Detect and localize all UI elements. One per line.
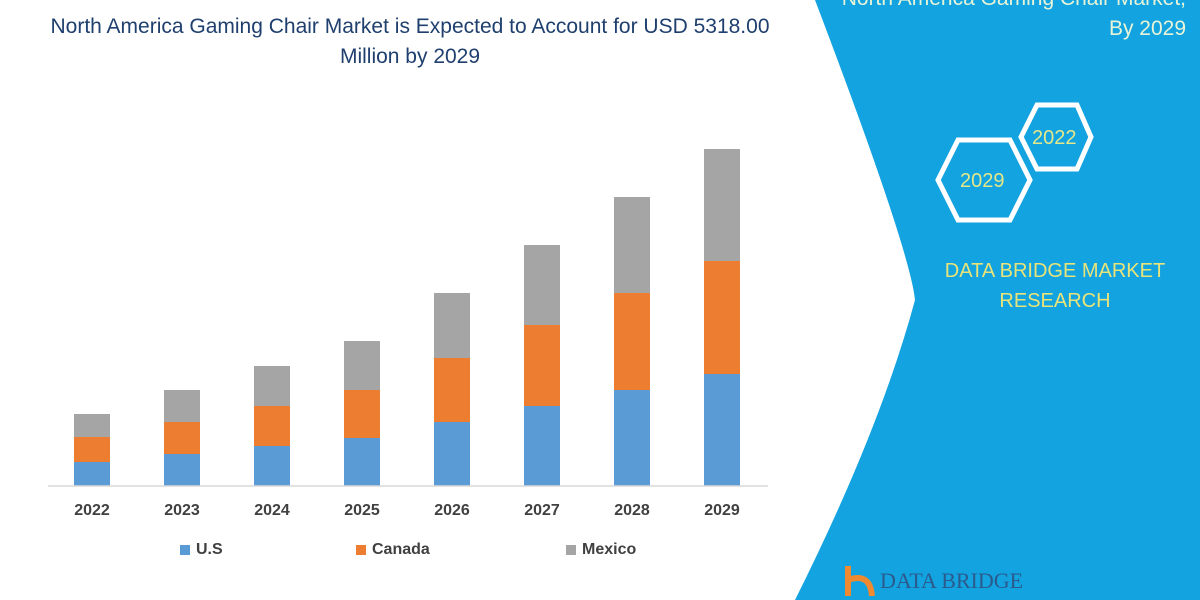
- legend-swatch: [180, 545, 190, 555]
- x-tick-label: 2026: [434, 502, 470, 519]
- bar-mexico-2027: [524, 245, 560, 325]
- hexagon-2022: [1018, 102, 1094, 172]
- hexagon-2029: [935, 137, 1033, 223]
- bar-mexico-2026: [434, 293, 470, 358]
- bar-us-2027: [524, 406, 560, 486]
- bar-us-2023: [164, 454, 200, 486]
- bar-us-2028: [614, 390, 650, 486]
- bar-mexico-2023: [164, 390, 200, 422]
- chart-title: North America Gaming Chair Market is Exp…: [50, 15, 770, 68]
- legend-item-canada: Canada: [356, 541, 430, 559]
- bar-mexico-2029: [704, 149, 740, 261]
- x-tick-label: 2028: [614, 502, 650, 519]
- side-panel: [795, 0, 1200, 600]
- legend-swatch: [566, 545, 576, 555]
- logo-icon: [845, 566, 875, 597]
- bar-mexico-2025: [344, 341, 380, 390]
- logo-text: DATA BRIDGE: [880, 568, 1024, 593]
- x-tick-label: 2023: [164, 502, 200, 519]
- bar-us-2022: [74, 462, 110, 486]
- bar-us-2024: [254, 446, 290, 486]
- x-tick-label: 2025: [344, 502, 380, 519]
- bar-canada-2028: [614, 293, 650, 390]
- bar-canada-2027: [524, 325, 560, 406]
- bar-mexico-2024: [254, 366, 290, 406]
- x-tick-label: 2024: [254, 502, 290, 519]
- bar-us-2029: [704, 374, 740, 486]
- legend-label: Canada: [372, 541, 430, 558]
- brand-name: DATA BRIDGE MARKET RESEARCH: [944, 260, 1166, 312]
- legend-label: Mexico: [582, 541, 637, 558]
- bar-canada-2029: [704, 261, 740, 374]
- bar-mexico-2022: [74, 414, 110, 437]
- side-title-line1: North America Gaming Chair Market,: [842, 0, 1186, 14]
- legend-label: U.S: [196, 541, 223, 558]
- bar-canada-2023: [164, 422, 200, 454]
- x-tick-label: 2022: [74, 502, 110, 519]
- hex-label-2022: 2022: [1032, 127, 1077, 149]
- legend-item-mexico: Mexico: [566, 541, 636, 559]
- bar-us-2026: [434, 422, 470, 486]
- side-panel-title: North America Gaming Chair Market, By 20…: [842, 0, 1186, 44]
- bar-canada-2025: [344, 390, 380, 438]
- x-tick-label: 2027: [524, 502, 560, 519]
- legend-item-us: U.S: [180, 541, 223, 559]
- legend-swatch: [356, 545, 366, 555]
- bar-canada-2022: [74, 437, 110, 462]
- hex-label-2029: 2029: [960, 170, 1005, 192]
- stacked-bar-chart: [74, 149, 740, 486]
- bar-canada-2024: [254, 406, 290, 446]
- bar-mexico-2028: [614, 197, 650, 293]
- bar-canada-2026: [434, 358, 470, 422]
- side-title-line2: By 2029: [1108, 17, 1186, 40]
- x-tick-label: 2029: [704, 502, 740, 519]
- bar-us-2025: [344, 438, 380, 486]
